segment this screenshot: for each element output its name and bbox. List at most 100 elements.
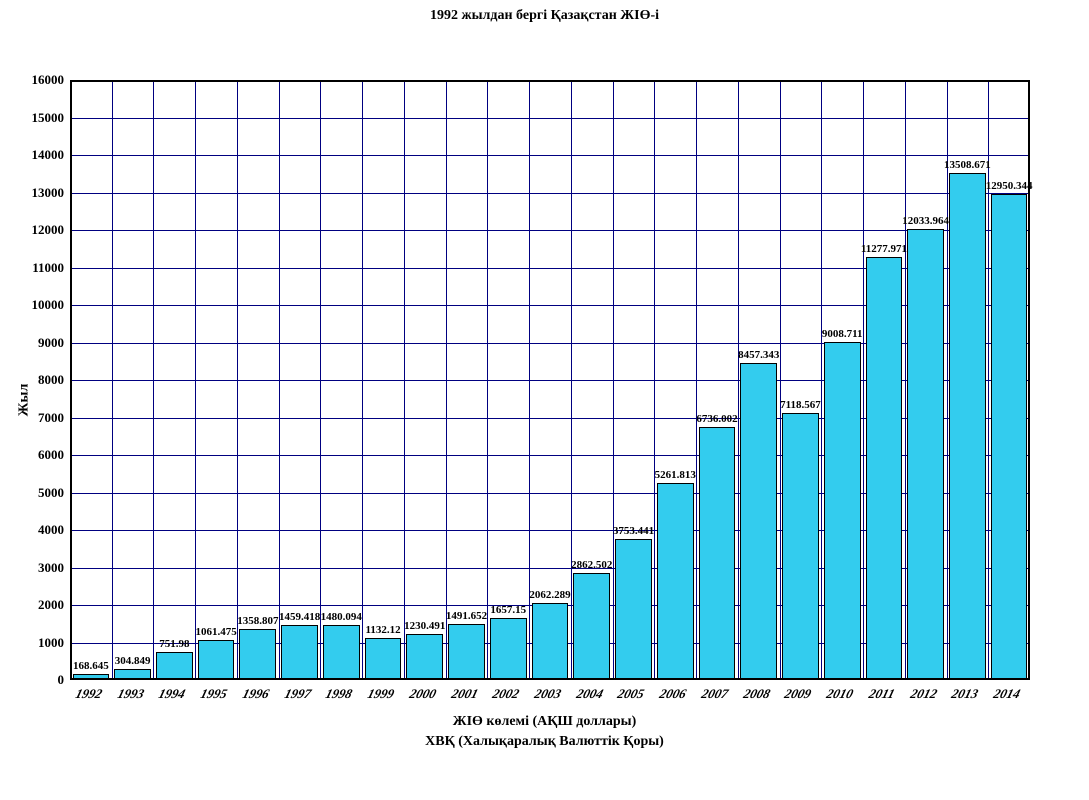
gridline-v bbox=[571, 80, 572, 680]
bar bbox=[239, 629, 276, 680]
xtick-label: 2001 bbox=[449, 686, 479, 702]
bar-value-label: 12950.344 bbox=[986, 180, 1033, 192]
y-axis-label: Жыл bbox=[16, 384, 32, 417]
xtick-label: 2010 bbox=[825, 686, 855, 702]
xtick-label: 2009 bbox=[783, 686, 813, 702]
xtick-label: 1993 bbox=[115, 686, 145, 702]
gridline-v bbox=[821, 80, 822, 680]
plot-area: 0100020003000400050006000700080009000100… bbox=[70, 80, 1030, 680]
xtick-label: 1992 bbox=[74, 686, 104, 702]
bar-value-label: 1358.807 bbox=[237, 615, 278, 627]
ytick-label: 10000 bbox=[32, 297, 65, 313]
x-axis-label-1: ЖІӨ көлемі (АҚШ доллары) bbox=[0, 714, 1089, 730]
bar bbox=[782, 413, 819, 680]
bar bbox=[699, 427, 736, 680]
bar bbox=[907, 229, 944, 680]
xtick-label: 2007 bbox=[700, 686, 730, 702]
xtick-label: 2005 bbox=[616, 686, 646, 702]
xtick-label: 2012 bbox=[908, 686, 938, 702]
gridline-h bbox=[70, 118, 1030, 119]
gridline-v bbox=[696, 80, 697, 680]
bar-value-label: 5261.813 bbox=[655, 469, 696, 481]
ytick-label: 11000 bbox=[32, 260, 64, 276]
ytick-label: 13000 bbox=[32, 185, 65, 201]
gridline-v bbox=[237, 80, 238, 680]
gridline-v bbox=[487, 80, 488, 680]
bar bbox=[615, 539, 652, 680]
gridline-h bbox=[70, 193, 1030, 194]
xtick-label: 1999 bbox=[366, 686, 396, 702]
bar bbox=[281, 625, 318, 680]
bar-value-label: 3753.441 bbox=[613, 525, 654, 537]
ytick-label: 14000 bbox=[32, 147, 65, 163]
bar-value-label: 12033.964 bbox=[902, 215, 949, 227]
bar-value-label: 13508.671 bbox=[944, 159, 991, 171]
xtick-label: 2003 bbox=[533, 686, 563, 702]
ytick-label: 8000 bbox=[38, 372, 64, 388]
xtick-label: 1998 bbox=[324, 686, 354, 702]
bar-value-label: 1491.652 bbox=[446, 610, 487, 622]
x-axis-label-2: ХВҚ (Халықаралық Валюттік Қоры) bbox=[0, 734, 1089, 750]
bar bbox=[156, 652, 193, 680]
bar bbox=[448, 624, 485, 680]
bar-value-label: 1480.094 bbox=[321, 611, 362, 623]
bar bbox=[114, 669, 151, 680]
bar bbox=[406, 634, 443, 680]
bar bbox=[532, 603, 569, 680]
gridline-v bbox=[738, 80, 739, 680]
bar bbox=[365, 638, 402, 680]
gridline-v bbox=[153, 80, 154, 680]
xtick-label: 2002 bbox=[491, 686, 521, 702]
ytick-label: 6000 bbox=[38, 447, 64, 463]
bar bbox=[991, 194, 1028, 680]
bar bbox=[573, 573, 610, 680]
ytick-label: 7000 bbox=[38, 410, 64, 426]
bar-value-label: 2062.289 bbox=[529, 589, 570, 601]
bar bbox=[740, 363, 777, 680]
xtick-label: 2011 bbox=[867, 686, 897, 702]
bar-value-label: 2862.502 bbox=[571, 559, 612, 571]
bar-value-label: 751.98 bbox=[159, 638, 189, 650]
bar-value-label: 7118.567 bbox=[780, 399, 821, 411]
gridline-h bbox=[70, 155, 1030, 156]
xtick-label: 2014 bbox=[992, 686, 1022, 702]
xtick-label: 2000 bbox=[407, 686, 437, 702]
page-root: 1992 жылдан бергі Қазақстан ЖІӨ-і Жыл 01… bbox=[0, 0, 1089, 800]
bar-value-label: 1459.418 bbox=[279, 611, 320, 623]
bar bbox=[657, 483, 694, 680]
xtick-label: 2013 bbox=[950, 686, 980, 702]
bar bbox=[866, 257, 903, 680]
xtick-label: 2006 bbox=[658, 686, 688, 702]
bar-value-label: 304.849 bbox=[115, 655, 151, 667]
gridline-v bbox=[320, 80, 321, 680]
gridline-v bbox=[446, 80, 447, 680]
chart-title: 1992 жылдан бергі Қазақстан ЖІӨ-і bbox=[0, 8, 1089, 24]
bar-value-label: 1657.15 bbox=[490, 604, 526, 616]
xtick-label: 2008 bbox=[741, 686, 771, 702]
bar-value-label: 9008.711 bbox=[822, 328, 863, 340]
gridline-v bbox=[905, 80, 906, 680]
bar-value-label: 1132.12 bbox=[365, 624, 400, 636]
ytick-label: 5000 bbox=[38, 485, 64, 501]
xtick-label: 1996 bbox=[241, 686, 271, 702]
bar-value-label: 8457.343 bbox=[738, 349, 779, 361]
bar-value-label: 6736.002 bbox=[696, 413, 737, 425]
gridline-v bbox=[195, 80, 196, 680]
xtick-label: 1995 bbox=[199, 686, 229, 702]
bar bbox=[949, 173, 986, 680]
gridline-v bbox=[780, 80, 781, 680]
gridline-v bbox=[863, 80, 864, 680]
ytick-label: 16000 bbox=[32, 72, 65, 88]
gridline-v bbox=[112, 80, 113, 680]
ytick-label: 4000 bbox=[38, 522, 64, 538]
ytick-label: 0 bbox=[58, 672, 65, 688]
gridline-h bbox=[70, 230, 1030, 231]
xtick-label: 2004 bbox=[574, 686, 604, 702]
bar-value-label: 11277.971 bbox=[861, 243, 907, 255]
bar bbox=[323, 625, 360, 681]
gridline-v bbox=[613, 80, 614, 680]
bar bbox=[824, 342, 861, 680]
xtick-label: 1994 bbox=[157, 686, 187, 702]
bar bbox=[490, 618, 527, 680]
ytick-label: 2000 bbox=[38, 597, 64, 613]
